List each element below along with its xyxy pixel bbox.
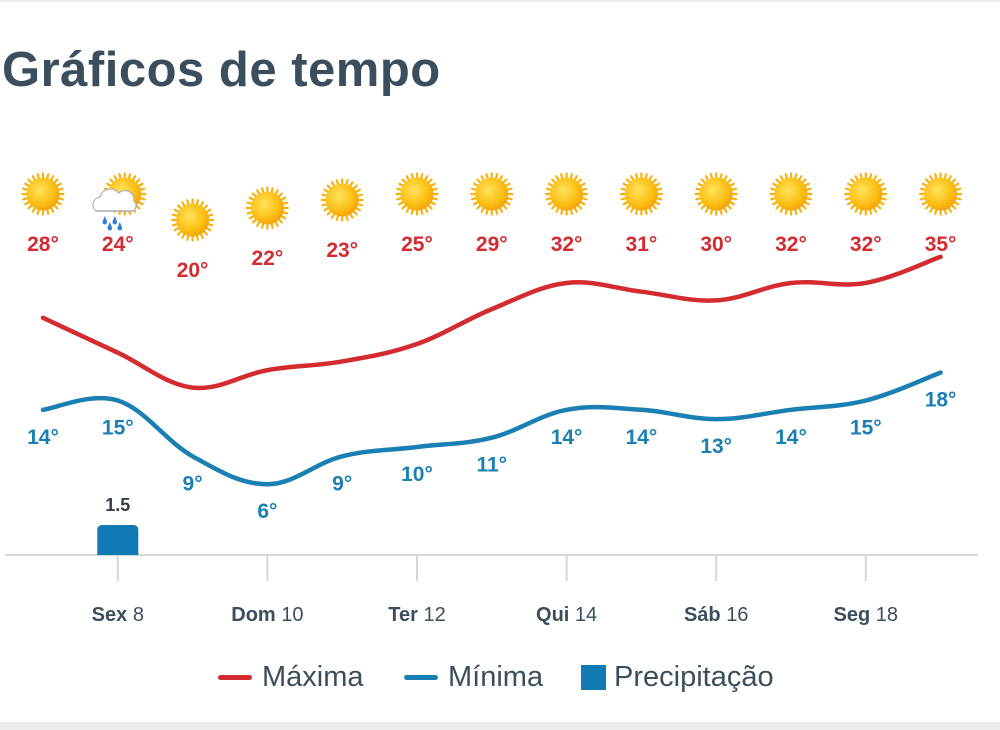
sun-icon bbox=[769, 172, 813, 216]
sun-icon bbox=[918, 172, 963, 216]
max-temp-line[interactable] bbox=[40, 254, 943, 391]
sun-icon bbox=[320, 178, 364, 222]
weather-icons bbox=[21, 172, 963, 242]
min-temp-line[interactable] bbox=[40, 370, 943, 487]
legend-item-precip[interactable]: Precipitação bbox=[581, 654, 774, 700]
max-temp-label: 24° bbox=[102, 233, 134, 256]
min-temp-label: 15° bbox=[850, 417, 882, 440]
min-temp-label: 15° bbox=[102, 417, 134, 440]
sun-icon bbox=[21, 172, 65, 216]
legend-min-swatch bbox=[404, 674, 438, 680]
x-axis: Sex 8 Dom 10 Ter 12 Qui 14 Sáb 16 Seg 18 bbox=[5, 554, 978, 626]
sun-icon bbox=[395, 172, 439, 216]
sun-icon bbox=[245, 186, 289, 230]
max-temp-label: 32° bbox=[850, 233, 882, 256]
max-temp-label: 32° bbox=[551, 233, 583, 256]
sun-icon bbox=[470, 172, 514, 216]
max-temp-label: 22° bbox=[252, 247, 284, 270]
min-temp-label: 14° bbox=[27, 426, 59, 449]
legend-min-label: Mínima bbox=[448, 660, 544, 693]
max-temp-label: 32° bbox=[775, 233, 807, 256]
min-temp-label: 18° bbox=[925, 389, 957, 412]
data-labels: 1.5 28° 24° 20° 22° 23° 25° 29° 32° 31° 30° 32° 32° 3… bbox=[27, 233, 956, 523]
x-tick-label: Sáb 16 bbox=[684, 604, 749, 626]
min-temp-label: 13° bbox=[700, 435, 732, 458]
legend-precip-label: Precipitação bbox=[614, 660, 774, 693]
precip-bar[interactable] bbox=[97, 525, 139, 555]
legend-item-min[interactable]: Mínima bbox=[404, 654, 543, 700]
sun-icon bbox=[544, 172, 589, 216]
sun-icon bbox=[694, 172, 738, 216]
max-temp-label: 35° bbox=[925, 233, 957, 256]
max-temp-label: 25° bbox=[401, 233, 433, 256]
sun-icon bbox=[171, 198, 215, 242]
min-temp-label: 9° bbox=[332, 472, 352, 495]
legend-max-label: Máxima bbox=[262, 660, 364, 693]
legend-precip-swatch bbox=[581, 664, 606, 690]
max-temp-label: 20° bbox=[177, 259, 209, 282]
min-temp-label: 6° bbox=[257, 500, 277, 523]
x-tick-label: Qui 14 bbox=[536, 604, 597, 626]
max-temp-label: 30° bbox=[700, 233, 732, 256]
x-tick-label: Sex 8 bbox=[92, 604, 144, 626]
temperature-lines bbox=[40, 254, 943, 487]
legend-max-swatch bbox=[218, 674, 252, 680]
sun-rain-icon bbox=[92, 172, 147, 231]
max-temp-label: 31° bbox=[626, 233, 658, 256]
sun-icon bbox=[844, 172, 888, 216]
weather-chart: Sex 8 Dom 10 Ter 12 Qui 14 Sáb 16 Seg 18 1.5 2… bbox=[5, 172, 978, 626]
legend-item-max[interactable]: Máxima bbox=[218, 654, 364, 700]
max-temp-label: 29° bbox=[476, 233, 508, 256]
min-temp-label: 9° bbox=[183, 472, 203, 495]
x-tick-label: Seg 18 bbox=[834, 604, 899, 626]
x-tick-label: Dom 10 bbox=[231, 604, 303, 626]
min-temp-label: 14° bbox=[775, 426, 807, 449]
max-temp-label: 23° bbox=[326, 239, 358, 262]
min-temp-label: 11° bbox=[476, 454, 507, 477]
chart-legend: Máxima Mínima Precipitação bbox=[0, 654, 1000, 700]
precipitation-bars bbox=[97, 525, 139, 555]
max-temp-label: 28° bbox=[27, 233, 59, 256]
precip-label: 1.5 bbox=[105, 495, 130, 515]
page-title: Gráficos de tempo bbox=[2, 43, 441, 97]
min-temp-label: 14° bbox=[551, 426, 583, 449]
x-tick-label: Ter 12 bbox=[388, 604, 445, 626]
min-temp-label: 10° bbox=[401, 463, 433, 486]
sun-icon bbox=[619, 172, 664, 216]
min-temp-label: 14° bbox=[626, 426, 658, 449]
